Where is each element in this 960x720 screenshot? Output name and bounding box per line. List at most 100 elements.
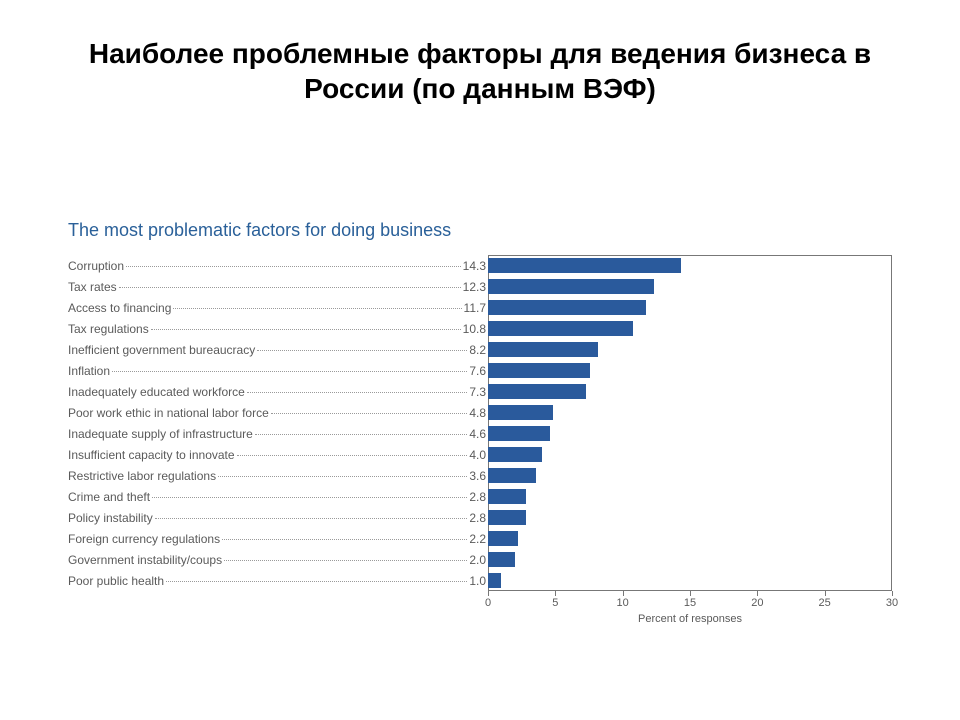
bar <box>488 531 518 546</box>
x-tick <box>623 591 624 596</box>
chart-row: Inadequately educated workforce 7.3 <box>68 381 892 402</box>
bar-cell <box>488 297 892 318</box>
x-tick <box>488 591 489 596</box>
chart-row: Restrictive labor regulations3.6 <box>68 465 892 486</box>
factor-label: Foreign currency regulations <box>68 532 220 546</box>
bar <box>488 384 586 399</box>
chart-row: Crime and theft 2.8 <box>68 486 892 507</box>
factor-value: 7.3 <box>469 385 488 399</box>
x-tick-label: 0 <box>485 597 491 609</box>
chart-title: The most problematic factors for doing b… <box>68 220 892 241</box>
factor-label: Inflation <box>68 364 110 378</box>
chart-row: Corruption 14.3 <box>68 255 892 276</box>
x-tick <box>757 591 758 596</box>
chart-rows: Corruption14.3Tax rates12.3Access to fin… <box>68 255 892 591</box>
leader-dots <box>119 287 461 288</box>
bar <box>488 447 542 462</box>
x-tick <box>555 591 556 596</box>
bar-cell <box>488 255 892 276</box>
bar <box>488 426 550 441</box>
factor-value: 2.8 <box>469 490 488 504</box>
chart: The most problematic factors for doing b… <box>68 220 892 635</box>
factor-label: Government instability/coups <box>68 553 222 567</box>
factor-value: 2.0 <box>469 553 488 567</box>
leader-dots <box>224 560 467 561</box>
chart-row: Poor public health1.0 <box>68 570 892 591</box>
leader-dots <box>237 455 468 456</box>
factor-label: Inefficient government bureaucracy <box>68 343 255 357</box>
chart-row: Tax regulations 10.8 <box>68 318 892 339</box>
bar-cell <box>488 570 892 591</box>
leader-dots <box>155 518 468 519</box>
chart-row: Access to financing 11.7 <box>68 297 892 318</box>
factor-label: Insufficient capacity to innovate <box>68 448 235 462</box>
bar <box>488 489 526 504</box>
bar <box>488 552 515 567</box>
bar <box>488 573 501 588</box>
factor-label: Policy instability <box>68 511 153 525</box>
factor-value: 2.2 <box>469 532 488 546</box>
x-tick <box>892 591 893 596</box>
bar-cell <box>488 465 892 486</box>
bar-cell <box>488 276 892 297</box>
factor-value: 14.3 <box>463 259 488 273</box>
leader-dots <box>151 329 461 330</box>
bar <box>488 510 526 525</box>
bar-cell <box>488 507 892 528</box>
bar <box>488 300 646 315</box>
bar <box>488 363 590 378</box>
x-tick <box>825 591 826 596</box>
x-tick-label: 10 <box>617 597 629 609</box>
leader-dots <box>271 413 468 414</box>
chart-row: Insufficient capacity to innovate4.0 <box>68 444 892 465</box>
bar-cell <box>488 528 892 549</box>
x-tick-label: 15 <box>684 597 696 609</box>
chart-row: Inflation 7.6 <box>68 360 892 381</box>
bar-cell <box>488 423 892 444</box>
bar-cell <box>488 360 892 381</box>
bar-cell <box>488 339 892 360</box>
bar-cell <box>488 381 892 402</box>
factor-value: 11.7 <box>464 301 488 315</box>
factor-value: 2.8 <box>469 511 488 525</box>
factor-label: Poor work ethic in national labor force <box>68 406 269 420</box>
leader-dots <box>222 539 467 540</box>
chart-row: Government instability/coups 2.0 <box>68 549 892 570</box>
x-tick-label: 5 <box>552 597 558 609</box>
bar-cell <box>488 486 892 507</box>
chart-row: Inadequate supply of infrastructure 4.6 <box>68 423 892 444</box>
factor-value: 10.8 <box>463 322 488 336</box>
leader-dots <box>247 392 468 393</box>
factor-label: Tax regulations <box>68 322 149 336</box>
factor-label: Crime and theft <box>68 490 150 504</box>
bar <box>488 468 536 483</box>
chart-row: Poor work ethic in national labor force 4… <box>68 402 892 423</box>
leader-dots <box>126 266 461 267</box>
page-title: Наиболее проблемные факторы для ведения … <box>0 0 960 106</box>
factor-label: Access to financing <box>68 301 171 315</box>
bar-cell <box>488 444 892 465</box>
slide: Наиболее проблемные факторы для ведения … <box>0 0 960 720</box>
factor-label: Corruption <box>68 259 124 273</box>
leader-dots <box>218 476 467 477</box>
x-tick-label: 20 <box>751 597 763 609</box>
bar-cell <box>488 549 892 570</box>
x-axis-label: Percent of responses <box>638 613 742 625</box>
chart-row: Inefficient government bureaucracy 8.2 <box>68 339 892 360</box>
chart-row: Tax rates12.3 <box>68 276 892 297</box>
x-tick-label: 25 <box>819 597 831 609</box>
factor-value: 3.6 <box>469 469 488 483</box>
factor-value: 7.6 <box>469 364 488 378</box>
bar <box>488 321 633 336</box>
bar <box>488 258 681 273</box>
factor-value: 4.6 <box>469 427 488 441</box>
factor-label: Poor public health <box>68 574 164 588</box>
bar <box>488 342 598 357</box>
factor-value: 12.3 <box>463 280 488 294</box>
factor-label: Inadequately educated workforce <box>68 385 245 399</box>
bar <box>488 405 553 420</box>
factor-value: 4.8 <box>469 406 488 420</box>
factor-value: 8.2 <box>469 343 488 357</box>
leader-dots <box>173 308 461 309</box>
factor-label: Inadequate supply of infrastructure <box>68 427 253 441</box>
